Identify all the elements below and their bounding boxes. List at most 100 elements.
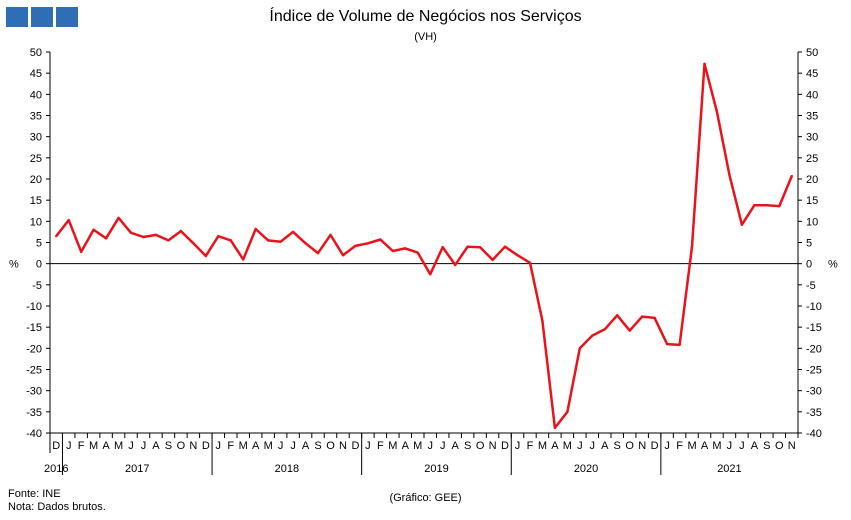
y-tick-label-right: -20 (806, 343, 822, 355)
y-tick-label-right: -15 (806, 322, 822, 334)
x-month-label: D (501, 440, 509, 452)
y-tick-label-right: 40 (806, 89, 818, 101)
data-point (79, 250, 83, 254)
x-month-label: F (527, 440, 534, 452)
data-point (503, 245, 507, 248)
y-tick-label-right: 25 (806, 153, 818, 165)
data-point (441, 245, 444, 249)
y-tick-label-left: 15 (30, 195, 42, 207)
x-month-label: N (638, 440, 646, 452)
y-tick-label-left: 20 (30, 174, 42, 186)
data-point (665, 342, 669, 346)
data-point (566, 410, 569, 414)
data-point (491, 258, 494, 262)
logo-square-icon (6, 7, 28, 27)
data-point (528, 261, 532, 265)
x-month-label: J (141, 440, 147, 452)
x-month-label: J (290, 440, 296, 452)
x-month-label: S (614, 440, 621, 452)
y-tick-label-right: -10 (806, 301, 822, 313)
data-point (279, 240, 282, 243)
data-point (516, 254, 519, 257)
y-tick-label-right: 0 (806, 259, 812, 271)
y-tick-label-right: -40 (806, 428, 822, 440)
y-tick-label-left: 10 (30, 216, 42, 228)
y-tick-label-right: 15 (806, 195, 818, 207)
y-tick-label-right: 5 (806, 238, 812, 250)
data-point (266, 239, 270, 242)
y-tick-label-right: 45 (806, 68, 818, 80)
x-month-label: J (515, 440, 521, 452)
y-tick-label-left: 35 (30, 111, 42, 123)
x-month-label: A (152, 440, 160, 452)
y-tick-label-left: 45 (30, 68, 42, 80)
graph-credit: (Gráfico: GEE) (389, 492, 462, 504)
data-point (379, 238, 382, 241)
x-month-label: N (339, 440, 347, 452)
data-point (778, 204, 781, 208)
data-point (429, 273, 432, 276)
data-point (404, 247, 407, 250)
y-tick-label-left: -40 (26, 428, 42, 440)
x-month-label: O (326, 440, 335, 452)
x-month-label: J (427, 440, 433, 452)
data-point (242, 258, 245, 261)
x-month-label: A (102, 440, 110, 452)
x-month-label: M (264, 440, 273, 452)
chart-subtitle: (VH) (414, 31, 437, 43)
data-point (192, 242, 195, 245)
x-month-label: F (227, 440, 234, 452)
x-month-label: M (239, 440, 248, 452)
x-month-label: M (563, 440, 572, 452)
data-point (740, 223, 744, 226)
x-month-label: O (625, 440, 634, 452)
x-month-label: J (664, 440, 670, 452)
x-year-label: 2018 (275, 463, 299, 475)
y-tick-label-right: 10 (806, 216, 818, 228)
y-tick-label-left: -15 (26, 322, 42, 334)
y-tick-label-left: 0 (36, 259, 42, 271)
data-point (715, 110, 719, 114)
data-point (142, 235, 145, 239)
y-tick-label-left: -5 (32, 280, 42, 292)
source-text: Fonte: INE (8, 488, 61, 500)
data-point (329, 233, 332, 237)
x-month-label: N (788, 440, 796, 452)
data-point (55, 234, 58, 238)
x-month-label: D (651, 440, 659, 452)
data-point (765, 204, 769, 207)
x-month-label: M (538, 440, 547, 452)
data-series-line (55, 62, 793, 430)
x-month-label: O (476, 440, 485, 452)
y-tick-label-right: -5 (806, 280, 816, 292)
y-tick-label-right: 30 (806, 132, 818, 144)
data-point (790, 174, 793, 178)
y-tick-label-left: 50 (30, 47, 42, 59)
y-tick-label-left: -30 (26, 386, 42, 398)
x-month-label: D (52, 440, 60, 452)
y-tick-label-right: -35 (806, 407, 822, 419)
x-month-label: J (278, 440, 284, 452)
data-point (616, 314, 619, 317)
x-month-label: F (676, 440, 683, 452)
data-point (603, 328, 606, 331)
data-point (578, 347, 582, 350)
data-point (179, 229, 183, 233)
x-month-label: A (402, 440, 410, 452)
data-point (229, 239, 232, 242)
data-point (316, 251, 320, 255)
y-tick-label-left: -20 (26, 343, 42, 355)
data-point (753, 204, 756, 207)
data-point (117, 216, 120, 220)
data-point (67, 218, 70, 222)
x-month-label: J (590, 440, 596, 452)
data-point (453, 263, 457, 267)
y-tick-label-left: -10 (26, 301, 42, 313)
note-text: Nota: Dados brutos. (8, 501, 106, 513)
y-tick-label-left: 30 (30, 132, 42, 144)
x-month-label: J (727, 440, 733, 452)
x-month-label: A (751, 440, 759, 452)
logo (6, 7, 78, 27)
x-month-label: M (413, 440, 422, 452)
